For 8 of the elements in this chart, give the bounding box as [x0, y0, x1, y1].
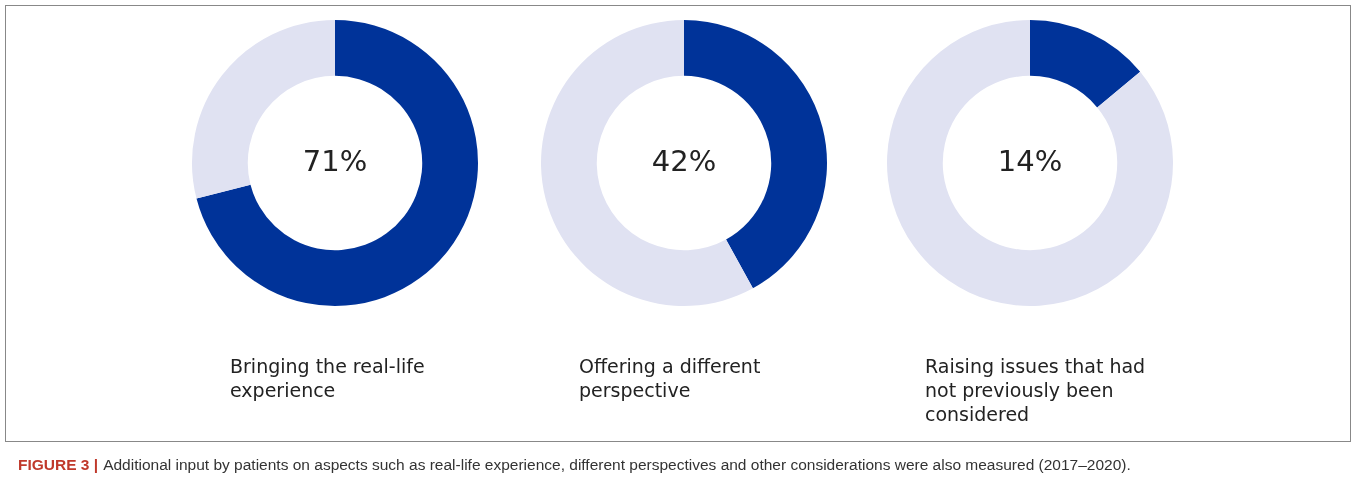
data-label: 14%: [997, 143, 1063, 178]
text: Additional input by patients on aspects such as real-life experience, different perspectives and other considerations were also measured (2017–2020).: [103, 456, 1131, 473]
text: Bringing the real-life experience: [230, 354, 426, 402]
data-label: 42%: [651, 143, 717, 178]
text: Raising issues that had not previously been considered: [925, 354, 1147, 426]
text: Offering a different perspective: [579, 354, 762, 402]
caption: FIGURE 3 |: [18, 456, 99, 473]
data-label: 71%: [302, 143, 368, 178]
